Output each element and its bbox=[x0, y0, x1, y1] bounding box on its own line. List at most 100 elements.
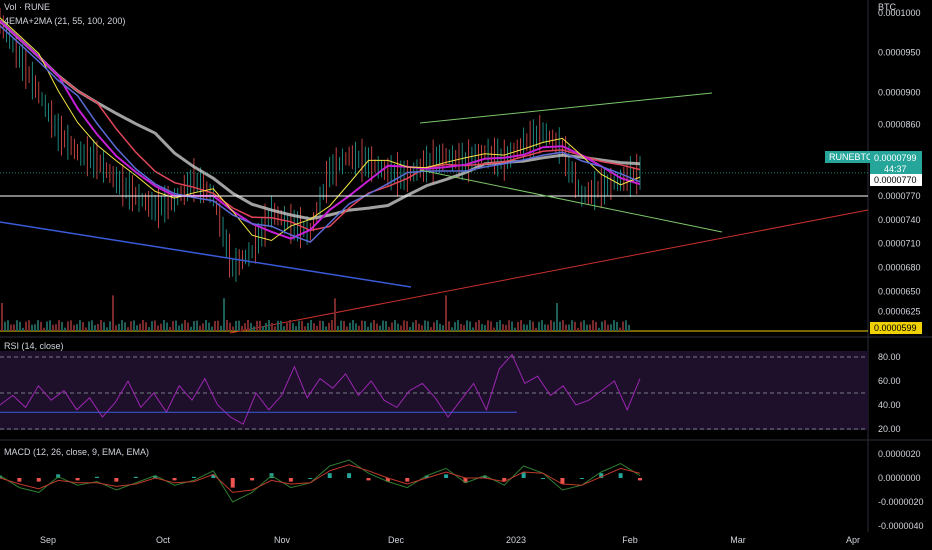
volume-bar bbox=[382, 320, 384, 331]
volume-bar bbox=[208, 322, 210, 331]
volume-bar bbox=[97, 323, 99, 331]
volume-bar bbox=[610, 324, 612, 331]
volume-bar bbox=[160, 323, 162, 331]
volume-bar bbox=[502, 324, 504, 331]
macd-histogram-bar bbox=[36, 478, 41, 482]
base-level-value: 0.0000599 bbox=[874, 323, 917, 333]
volume-bar bbox=[82, 322, 84, 331]
volume-bar bbox=[352, 320, 354, 331]
volume-bar bbox=[4, 321, 6, 331]
volume-bar bbox=[112, 295, 114, 331]
volume-bar bbox=[127, 327, 129, 331]
volume-bar bbox=[232, 326, 234, 331]
volume-bar bbox=[175, 320, 177, 331]
volume-bar bbox=[229, 322, 231, 331]
red-trendline bbox=[229, 209, 869, 334]
macd-histogram-bar bbox=[230, 478, 235, 488]
volume-bar bbox=[442, 325, 444, 331]
volume-bar bbox=[598, 327, 600, 331]
volume-bar bbox=[358, 325, 360, 331]
macd-axis-tick: 0.0000020 bbox=[878, 449, 921, 459]
volume-bar bbox=[361, 320, 363, 331]
volume-bar bbox=[331, 320, 333, 331]
macd-histogram-bar bbox=[288, 478, 293, 482]
macd-pane[interactable] bbox=[0, 459, 642, 503]
volume-bar bbox=[301, 320, 303, 331]
volume-bar bbox=[16, 320, 18, 331]
price-axis-tick: 0.0000860 bbox=[878, 119, 921, 129]
volume-bar bbox=[391, 322, 393, 331]
volume-bar bbox=[334, 298, 336, 331]
indicator-header: 4EMA+2MA (21, 55, 100, 200) bbox=[4, 16, 125, 26]
volume-bar bbox=[439, 323, 441, 331]
volume-bar bbox=[286, 322, 288, 331]
volume-bar bbox=[463, 325, 465, 331]
volume-bar bbox=[430, 327, 432, 331]
price-pane[interactable] bbox=[0, 8, 869, 334]
volume-bar bbox=[304, 326, 306, 331]
ema55-line bbox=[0, 20, 641, 240]
volume-bar bbox=[145, 322, 147, 331]
volume-bar bbox=[544, 324, 546, 331]
time-axis-label: Sep bbox=[40, 535, 56, 545]
volume-bar bbox=[340, 320, 342, 331]
volume-bar bbox=[139, 323, 141, 331]
volume-bar bbox=[469, 321, 471, 331]
volume-bar bbox=[448, 321, 450, 331]
volume-bar bbox=[400, 325, 402, 331]
volume-bar bbox=[571, 320, 573, 331]
volume-bar bbox=[268, 320, 270, 331]
volume-bar bbox=[574, 321, 576, 331]
rsi-axis-tick: 40.00 bbox=[878, 400, 901, 410]
macd-title: MACD (12, 26, close, 9, EMA, EMA) bbox=[4, 447, 149, 457]
volume-bar bbox=[475, 322, 477, 331]
volume-bar bbox=[472, 327, 474, 331]
price-axis-tick: 0.0000950 bbox=[878, 48, 921, 58]
volume-bar bbox=[46, 321, 48, 331]
macd-histogram-bar bbox=[385, 478, 390, 482]
volume-bar bbox=[265, 323, 267, 331]
volume-bar bbox=[616, 321, 618, 331]
volume-bar bbox=[565, 324, 567, 331]
rsi-pane[interactable] bbox=[0, 353, 868, 430]
volume-bar bbox=[325, 326, 327, 331]
volume-bar bbox=[13, 324, 15, 331]
volume-bar bbox=[346, 326, 348, 331]
macd-histogram-bar bbox=[579, 478, 584, 479]
volume-bar bbox=[205, 320, 207, 331]
volume-bar bbox=[259, 320, 261, 331]
macd-axis-tick: 0.0000000 bbox=[878, 473, 921, 483]
volume-bar bbox=[433, 322, 435, 331]
axes: 0.0001000 0.0000950 0.0000900 0.0000860 0.00… bbox=[40, 8, 924, 545]
green-channel-lower bbox=[419, 169, 723, 233]
volume-bar bbox=[553, 321, 555, 331]
volume-bar bbox=[223, 298, 225, 331]
ema21-line bbox=[0, 17, 641, 242]
volume-bar bbox=[190, 326, 192, 331]
macd-histogram-bar bbox=[114, 478, 119, 482]
macd-histogram-bar bbox=[94, 476, 99, 478]
green-channel-upper bbox=[419, 92, 713, 124]
macd-histogram-bar bbox=[521, 472, 526, 478]
volume-bar bbox=[310, 320, 312, 331]
macd-histogram-bar bbox=[191, 476, 196, 478]
volume-bar bbox=[244, 323, 246, 331]
macd-histogram-bar bbox=[366, 478, 371, 481]
volume-bar bbox=[328, 322, 330, 331]
macd-histogram-bar bbox=[308, 478, 313, 479]
volume-bar bbox=[622, 321, 624, 331]
volume-bar bbox=[202, 323, 204, 331]
volume-bar bbox=[256, 320, 258, 331]
volume-bar bbox=[424, 320, 426, 331]
volume-bar bbox=[136, 325, 138, 331]
macd-histogram-bar bbox=[482, 475, 487, 478]
volume-bar bbox=[283, 326, 285, 331]
current-price-value: 0.0000799 bbox=[874, 153, 917, 163]
volume-bar bbox=[367, 326, 369, 331]
volume-bar bbox=[106, 327, 108, 331]
macd-axis-tick: -0.0000020 bbox=[878, 497, 924, 507]
volume-bar bbox=[493, 327, 495, 331]
rsi-axis-tick: 60.00 bbox=[878, 376, 901, 386]
volume-bar bbox=[262, 326, 264, 331]
